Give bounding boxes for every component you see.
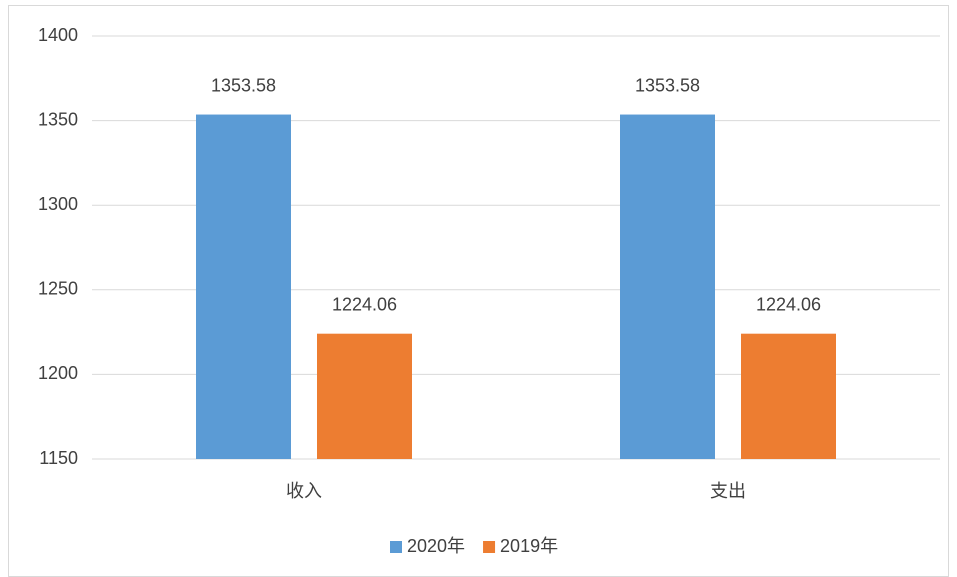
data-label: 1353.58 xyxy=(211,75,276,95)
bar xyxy=(317,333,412,459)
data-label: 1224.06 xyxy=(332,294,397,314)
y-tick-label: 1300 xyxy=(38,194,78,214)
y-tick-label: 1250 xyxy=(38,279,78,299)
legend-swatch xyxy=(483,541,496,553)
data-label: 1224.06 xyxy=(756,294,821,314)
y-tick-label: 1350 xyxy=(38,109,78,129)
legend-label: 2019年 xyxy=(500,536,558,556)
bar xyxy=(620,114,715,460)
y-tick-label: 1150 xyxy=(39,448,78,468)
bar xyxy=(741,333,836,459)
x-tick-label: 收入 xyxy=(286,481,322,501)
data-label: 1353.58 xyxy=(635,75,700,95)
legend-label: 2020年 xyxy=(407,536,465,556)
x-tick-label: 支出 xyxy=(710,481,746,501)
chart-frame xyxy=(8,5,949,577)
legend-swatch xyxy=(390,541,402,553)
y-tick-label: 1200 xyxy=(38,363,78,383)
y-tick-label: 1400 xyxy=(38,25,78,45)
bar xyxy=(196,114,291,460)
